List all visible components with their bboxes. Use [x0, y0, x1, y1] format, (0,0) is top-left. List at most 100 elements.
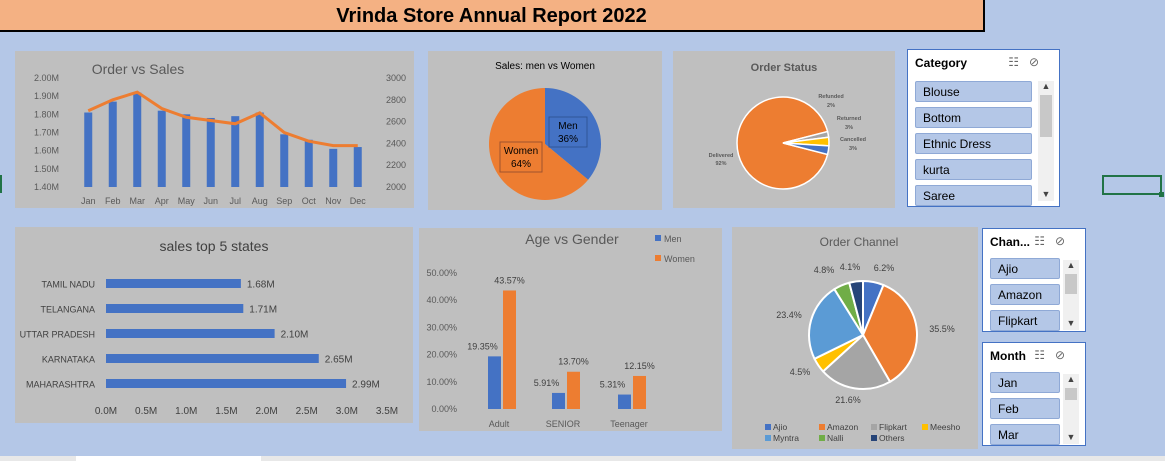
slicer-item-blouse[interactable]: Blouse	[915, 81, 1032, 102]
scroll-up-arrow-icon[interactable]: ▲	[1041, 81, 1051, 91]
age-gender-bar	[567, 371, 580, 409]
returned-label: Returned	[837, 116, 861, 122]
slicer-item-kurta[interactable]: kurta	[915, 159, 1032, 180]
order-channel-chart[interactable]: Order Channel 6.2% 35.5% 21.6% 4.5% 23.4% 4.8%…	[732, 227, 978, 449]
sales-bar	[280, 134, 289, 187]
category-scrollbar[interactable]: ▲ ▼	[1038, 81, 1054, 201]
age-vs-gender-chart[interactable]: Age vs Gender Men Women 50.00% 40.00% 30.00% 2…	[419, 228, 722, 431]
age-gender-bar	[552, 392, 565, 409]
x-tick-label: Aug	[252, 196, 268, 206]
age-gender-bar	[488, 356, 501, 409]
state-bar	[106, 279, 241, 288]
month-slicer[interactable]: Month ☷⊘ Jan Feb Mar ▲ ▼	[982, 342, 1086, 446]
legend-label: Meesho	[930, 422, 961, 432]
x-tick-label: 0.5M	[135, 406, 157, 417]
sales-bar	[84, 112, 93, 187]
category-slicer[interactable]: Category ☷⊘ Blouse Bottom Ethnic Dress k…	[907, 49, 1060, 207]
x-tick-label: Jan	[81, 196, 96, 206]
scroll-thumb[interactable]	[1065, 274, 1077, 294]
sheet-tab[interactable]	[76, 456, 261, 461]
legend-swatch	[819, 435, 825, 441]
legend-swatch	[871, 424, 877, 430]
chart-title: Sales: men vs Women	[495, 61, 595, 72]
scroll-down-arrow-icon[interactable]: ▼	[1041, 189, 1051, 199]
order-vs-sales-svg: Order vs Sales 2.00M 1.90M 1.80M 1.70M 1.60M 1…	[34, 61, 406, 206]
bar-value-label: 43.57%	[494, 275, 525, 285]
legend-label-women: Women	[664, 254, 695, 264]
y-tick-label: 20.00%	[426, 350, 457, 360]
channel-scrollbar[interactable]: ▲ ▼	[1063, 260, 1079, 330]
state-bar	[106, 329, 275, 338]
men-vs-women-svg: Sales: men vs Women Men 36% Women 64%	[489, 61, 601, 200]
x-tick-label: 2.0M	[255, 406, 277, 417]
y-tick-label: 0.00%	[431, 404, 457, 414]
y-left-tick-label: 1.60M	[34, 146, 59, 156]
state-bar	[106, 354, 319, 363]
month-slicer-title: Month	[990, 349, 1026, 363]
slicer-item-saree[interactable]: Saree	[915, 185, 1032, 206]
y-left-tick-label: 1.80M	[34, 109, 59, 119]
slicer-item-flipkart[interactable]: Flipkart	[990, 310, 1060, 331]
sales-bar	[329, 148, 338, 187]
state-label: KARNATAKA	[42, 355, 95, 365]
order-status-chart[interactable]: Order Status Delivered 92% Refunded 2% Return…	[673, 51, 895, 208]
sales-bar	[206, 117, 215, 187]
slice-pct-label: 23.4%	[776, 310, 802, 320]
scroll-thumb[interactable]	[1040, 95, 1052, 137]
refunded-label: Refunded	[818, 94, 843, 100]
slicer-item-mar[interactable]: Mar	[990, 424, 1060, 445]
scroll-up-arrow-icon[interactable]: ▲	[1066, 260, 1076, 270]
slicer-item-jan[interactable]: Jan	[990, 372, 1060, 393]
slicer-item-ethnic-dress[interactable]: Ethnic Dress	[915, 133, 1032, 154]
state-value-label: 2.99M	[352, 380, 380, 391]
multi-select-and-clear-filter-icons[interactable]: ☷⊘	[1008, 55, 1049, 69]
slice-pct-label: 4.1%	[840, 262, 861, 272]
chart-title: Order vs Sales	[92, 61, 185, 77]
scroll-down-arrow-icon[interactable]: ▼	[1066, 318, 1076, 328]
x-tick-label: Oct	[302, 196, 317, 206]
slicer-item-bottom[interactable]: Bottom	[915, 107, 1032, 128]
multi-select-and-clear-filter-icons[interactable]: ☷⊘	[1034, 348, 1075, 362]
scroll-up-arrow-icon[interactable]: ▲	[1066, 374, 1076, 384]
slicer-item-feb[interactable]: Feb	[990, 398, 1060, 419]
slicer-item-amazon[interactable]: Amazon	[990, 284, 1060, 305]
state-value-label: 1.71M	[249, 305, 277, 316]
men-pct-label: 36%	[558, 134, 578, 145]
state-bar	[106, 304, 244, 313]
slice-pct-label: 4.8%	[814, 265, 835, 275]
slice-pct-label: 35.5%	[929, 324, 955, 334]
sales-bar	[304, 139, 313, 187]
pie-slice-flipkart	[821, 333, 892, 390]
y-right-tick-label: 2000	[386, 182, 406, 192]
channel-slicer[interactable]: Chan... ☷⊘ Ajio Amazon Flipkart ▲ ▼	[982, 228, 1086, 332]
scroll-thumb[interactable]	[1065, 388, 1077, 400]
x-tick-label: Feb	[105, 196, 121, 206]
order-vs-sales-chart[interactable]: Order vs Sales 2.00M 1.90M 1.80M 1.70M 1.60M 1…	[15, 51, 414, 208]
legend-label: Amazon	[827, 422, 858, 432]
men-vs-women-chart[interactable]: Sales: men vs Women Men 36% Women 64%	[428, 51, 662, 210]
men-label: Men	[558, 121, 577, 132]
legend-label-men: Men	[664, 234, 682, 244]
legend-label: Flipkart	[879, 422, 908, 432]
bar-value-label: 13.70%	[558, 357, 589, 367]
x-tick-label: 1.0M	[175, 406, 197, 417]
scroll-down-arrow-icon[interactable]: ▼	[1066, 432, 1076, 442]
women-label: Women	[504, 146, 538, 157]
y-tick-label: 40.00%	[426, 295, 457, 305]
slicer-item-ajio[interactable]: Ajio	[990, 258, 1060, 279]
selected-cell[interactable]	[1102, 175, 1164, 197]
month-scrollbar[interactable]: ▲ ▼	[1063, 374, 1079, 444]
sheet-tab-bar	[0, 456, 1165, 461]
women-pct-label: 64%	[511, 159, 531, 170]
returned-pct-label: 3%	[845, 125, 853, 131]
multi-select-and-clear-filter-icons[interactable]: ☷⊘	[1034, 234, 1075, 248]
report-title: Vrinda Store Annual Report 2022	[336, 5, 647, 27]
legend-swatch	[765, 424, 771, 430]
y-left-tick-label: 1.50M	[34, 164, 59, 174]
delivered-pct-label: 92%	[715, 161, 726, 167]
chart-title: Order Status	[751, 62, 818, 74]
y-right-tick-label: 2400	[386, 138, 406, 148]
top-states-chart[interactable]: sales top 5 states TAMIL NADU 1.68M TELANGA…	[15, 227, 413, 423]
y-tick-label: 30.00%	[426, 322, 457, 332]
y-left-tick-label: 2.00M	[34, 73, 59, 83]
